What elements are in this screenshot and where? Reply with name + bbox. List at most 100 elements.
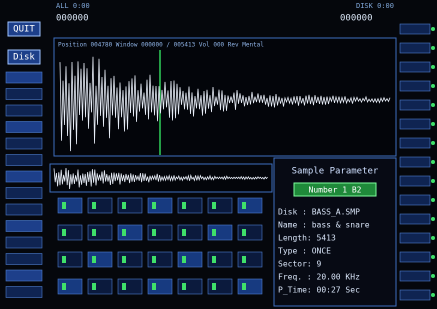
side-button[interactable] xyxy=(6,105,42,116)
control-led xyxy=(62,283,66,290)
control-led xyxy=(122,283,126,290)
control[interactable] xyxy=(118,252,142,267)
control[interactable] xyxy=(178,225,202,240)
control[interactable] xyxy=(88,279,112,294)
control[interactable] xyxy=(148,279,172,294)
field-line: Disk : BASS_A.SMP xyxy=(278,208,360,217)
control-led xyxy=(242,256,246,263)
disk-label[interactable]: Disk xyxy=(13,53,35,63)
right-button[interactable] xyxy=(400,24,430,34)
control-led xyxy=(152,202,156,209)
control-led xyxy=(62,229,66,236)
counter-left: 000000 xyxy=(56,14,89,24)
side-button[interactable] xyxy=(6,155,42,166)
field-line: Freq. : 20.00 KHz xyxy=(278,273,360,282)
right-button[interactable] xyxy=(400,176,430,186)
indicator xyxy=(431,217,435,221)
control[interactable] xyxy=(238,252,262,267)
control[interactable] xyxy=(148,225,172,240)
side-button[interactable] xyxy=(6,138,42,149)
side-button[interactable] xyxy=(6,171,42,182)
control[interactable] xyxy=(178,252,202,267)
control-led xyxy=(62,256,66,263)
control[interactable] xyxy=(58,198,82,213)
field-line: Name : bass & snare xyxy=(278,221,370,230)
number-value[interactable]: Number 1 B2 xyxy=(309,186,362,195)
control[interactable] xyxy=(178,279,202,294)
control-led xyxy=(182,202,186,209)
indicator xyxy=(431,255,435,259)
control-led xyxy=(122,229,126,236)
right-button[interactable] xyxy=(400,43,430,53)
control[interactable] xyxy=(118,279,142,294)
control[interactable] xyxy=(88,198,112,213)
control-led xyxy=(92,256,96,263)
right-button[interactable] xyxy=(400,157,430,167)
right-button[interactable] xyxy=(400,271,430,281)
control[interactable] xyxy=(58,252,82,267)
control[interactable] xyxy=(208,198,232,213)
side-button[interactable] xyxy=(6,237,42,248)
side-button[interactable] xyxy=(6,204,42,215)
control-led xyxy=(92,202,96,209)
side-button[interactable] xyxy=(6,89,42,100)
right-button[interactable] xyxy=(400,252,430,262)
side-button[interactable] xyxy=(6,270,42,281)
control[interactable] xyxy=(148,252,172,267)
control-led xyxy=(92,283,96,290)
right-button[interactable] xyxy=(400,290,430,300)
control-led xyxy=(122,202,126,209)
side-button[interactable] xyxy=(6,72,42,83)
info-bar: Position 004780 Window 000000 / 005413 V… xyxy=(58,42,264,49)
control[interactable] xyxy=(118,225,142,240)
indicator xyxy=(431,122,435,126)
indicator xyxy=(431,236,435,240)
right-button[interactable] xyxy=(400,119,430,129)
control[interactable] xyxy=(58,225,82,240)
side-button[interactable] xyxy=(6,221,42,232)
side-button[interactable] xyxy=(6,122,42,133)
control-led xyxy=(152,229,156,236)
side-button[interactable] xyxy=(6,254,42,265)
control[interactable] xyxy=(238,225,262,240)
indicator xyxy=(431,160,435,164)
control-led xyxy=(212,256,216,263)
control[interactable] xyxy=(148,198,172,213)
control[interactable] xyxy=(118,198,142,213)
parameter-panel xyxy=(274,158,396,306)
control-led xyxy=(242,283,246,290)
control[interactable] xyxy=(178,198,202,213)
control[interactable] xyxy=(238,279,262,294)
right-button[interactable] xyxy=(400,62,430,72)
side-button[interactable] xyxy=(6,188,42,199)
control-led xyxy=(182,256,186,263)
control[interactable] xyxy=(208,279,232,294)
control-led xyxy=(122,256,126,263)
right-button[interactable] xyxy=(400,100,430,110)
control-led xyxy=(212,202,216,209)
control[interactable] xyxy=(208,225,232,240)
control-led xyxy=(62,202,66,209)
right-status: DISK 0:00 xyxy=(356,2,394,10)
control-led xyxy=(212,283,216,290)
control[interactable] xyxy=(58,279,82,294)
right-button[interactable] xyxy=(400,81,430,91)
right-button[interactable] xyxy=(400,214,430,224)
quit-label[interactable]: QUIT xyxy=(13,25,35,35)
control[interactable] xyxy=(208,252,232,267)
control-led xyxy=(182,283,186,290)
screen: ALL 0:00 DISK 0:00 000000 000000 QUIT Di… xyxy=(0,0,437,309)
right-button[interactable] xyxy=(400,233,430,243)
counter-right: 000000 xyxy=(340,14,373,24)
panel-title: Sample Parameter xyxy=(292,167,379,177)
control[interactable] xyxy=(238,198,262,213)
control[interactable] xyxy=(88,252,112,267)
control[interactable] xyxy=(88,225,112,240)
control-led xyxy=(182,229,186,236)
indicator xyxy=(431,65,435,69)
indicator xyxy=(431,198,435,202)
side-button[interactable] xyxy=(6,287,42,298)
indicator xyxy=(431,293,435,297)
right-button[interactable] xyxy=(400,138,430,148)
right-button[interactable] xyxy=(400,195,430,205)
